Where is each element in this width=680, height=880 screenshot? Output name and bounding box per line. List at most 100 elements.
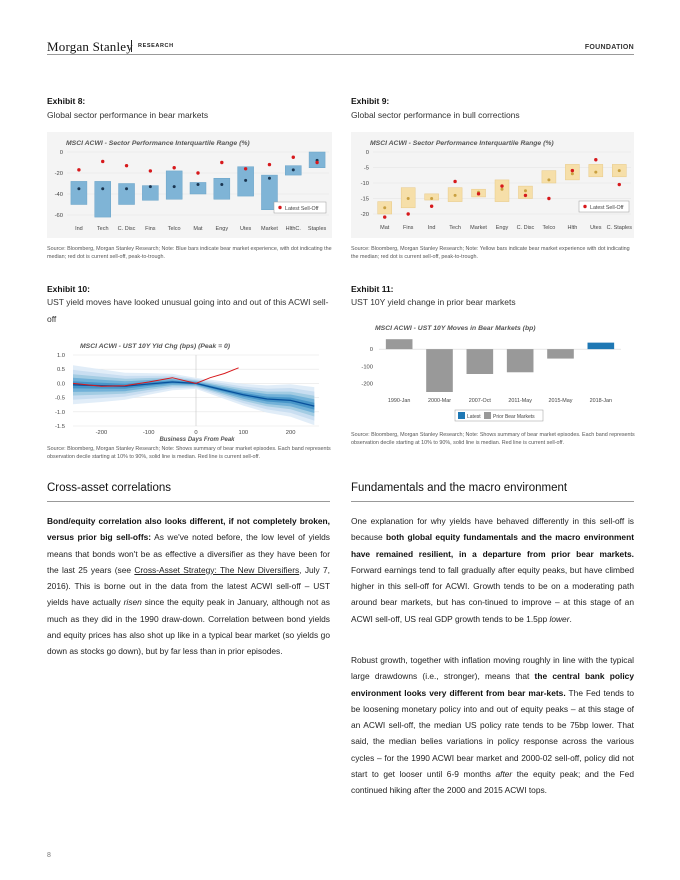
x-tick-label: C. Disc bbox=[517, 225, 535, 231]
current-dot bbox=[547, 196, 551, 201]
x-tick-label: Telco bbox=[542, 225, 555, 231]
y-tick-label: -10 bbox=[361, 181, 369, 187]
fundamentals-paragraph-2: Robust growth, together with inflation m… bbox=[351, 655, 634, 796]
current-dot bbox=[101, 159, 105, 164]
range-bar-tech bbox=[94, 181, 111, 218]
legend-latest-label: Latest bbox=[467, 414, 481, 420]
current-dot bbox=[315, 160, 319, 165]
range-bar-telco bbox=[541, 170, 557, 184]
decile-bands bbox=[73, 365, 315, 426]
y-tick-label: -1.0 bbox=[55, 410, 65, 416]
section-heading-fundamentals: Fundamentals and the macro environment bbox=[351, 482, 568, 494]
header-rule bbox=[47, 54, 634, 55]
exhibit-9-chart: MSCI ACWI - Sector Performance Interquar… bbox=[351, 132, 634, 238]
x-tick-label: Utes bbox=[590, 225, 602, 231]
x-tick-label: -200 bbox=[96, 430, 108, 436]
x-tick-label: Engy bbox=[216, 226, 229, 232]
page-number: 8 bbox=[47, 852, 51, 859]
x-tick-label: C. Staples bbox=[607, 225, 633, 231]
bar-2011-May bbox=[506, 349, 534, 373]
x-tick-label: Mat bbox=[193, 226, 203, 232]
x-tick-label: C. Disc bbox=[118, 226, 136, 232]
central-bank-bold: the central bank policy environment look… bbox=[351, 671, 634, 698]
median-dot bbox=[196, 183, 200, 187]
link-new-diversifiers[interactable]: Cross-Asset Strategy: The New Diversifie… bbox=[134, 564, 300, 575]
x-tick-label: Hlth bbox=[567, 225, 577, 231]
current-dot bbox=[196, 171, 200, 175]
x-tick-label: Engy bbox=[496, 225, 509, 231]
x-tick-label: Market bbox=[261, 226, 278, 232]
bar-2000-Mar bbox=[426, 349, 453, 392]
current-dot bbox=[617, 182, 621, 187]
exhibit-10-label: Exhibit 10: bbox=[47, 284, 90, 294]
current-dot bbox=[383, 215, 387, 219]
exhibit-10-source: Source: Bloomberg, Morgan Stanley Resear… bbox=[47, 446, 331, 460]
median-dot bbox=[220, 183, 224, 187]
y-tick-label: -100 bbox=[361, 364, 373, 370]
chart-background bbox=[351, 132, 634, 238]
y-tick-label: -20 bbox=[55, 171, 63, 177]
y-tick-label: 0 bbox=[370, 347, 373, 353]
exhibit-11-subtitle: UST 10Y yield change in prior bear marke… bbox=[351, 297, 516, 307]
y-tick-label: -15 bbox=[361, 197, 369, 203]
x-tick-label: HlthC. bbox=[286, 226, 302, 232]
bar-2007-Oct bbox=[466, 349, 494, 374]
legend-prior-swatch bbox=[484, 412, 491, 419]
y-tick-label: 0.0 bbox=[57, 381, 65, 387]
range-bar-engy bbox=[213, 178, 231, 200]
y-tick-label: 0 bbox=[60, 150, 63, 156]
x-tick-label: Market bbox=[470, 225, 487, 231]
legend-label: Latest Sell-Off bbox=[285, 206, 319, 212]
fundamentals-bold: both global equity fundamentals and the … bbox=[351, 532, 634, 559]
y-tick-label: -60 bbox=[55, 213, 63, 219]
bar-2015-May bbox=[547, 349, 574, 359]
fundamentals-paragraph-1: One explanation for why yields have beha… bbox=[351, 516, 634, 624]
range-bar-cdisc bbox=[518, 185, 533, 199]
median-dot bbox=[523, 189, 527, 193]
section-rule bbox=[47, 501, 330, 502]
median-dot bbox=[125, 187, 129, 191]
current-dot bbox=[429, 204, 434, 208]
median-dot bbox=[617, 169, 621, 173]
range-bar-market bbox=[261, 174, 278, 210]
x-tick-label: Ind bbox=[428, 225, 436, 231]
bar-1990-Jan bbox=[385, 339, 413, 350]
median-dot bbox=[547, 178, 551, 182]
x-tick-label: Utes bbox=[240, 226, 252, 232]
current-dot bbox=[172, 166, 176, 170]
current-dot bbox=[523, 193, 528, 198]
exhibit-11-chart: MSCI ACWI - UST 10Y Moves in Bear Market… bbox=[361, 325, 621, 422]
current-dot bbox=[291, 155, 295, 159]
x-tick-label: Fins bbox=[145, 226, 156, 232]
cross-asset-paragraph: Bond/equity correlation also looks diffe… bbox=[47, 516, 331, 657]
decile-band bbox=[73, 380, 315, 410]
exhibit-10-chart: MSCI ACWI - UST 10Y Yld Chg (bps) (Peak … bbox=[55, 343, 319, 443]
y-tick-label: -5 bbox=[364, 166, 369, 172]
y-tick-label: -1.5 bbox=[55, 424, 65, 430]
median-dot bbox=[383, 206, 387, 210]
median-dot bbox=[291, 168, 295, 172]
exhibit-8-subtitle: Global sector performance in bear market… bbox=[47, 110, 209, 120]
exhibit-9-subtitle: Global sector performance in bull correc… bbox=[351, 110, 520, 120]
legend-latest-swatch bbox=[458, 412, 465, 419]
legend-prior-label: Prior Bear Markets bbox=[493, 414, 535, 420]
legend-current-marker bbox=[583, 204, 587, 209]
median-dot bbox=[430, 197, 434, 200]
x-tick-label: Telco bbox=[168, 226, 181, 232]
y-tick-label: -0.5 bbox=[55, 396, 65, 402]
current-dot bbox=[594, 158, 598, 162]
x-tick-label: -100 bbox=[143, 430, 155, 436]
chart-title: MSCI ACWI - UST 10Y Moves in Bear Market… bbox=[375, 325, 536, 332]
section-label: FOUNDATION bbox=[584, 44, 634, 51]
range-bar-mat bbox=[189, 182, 207, 195]
range-bar-engy bbox=[494, 179, 510, 202]
median-dot bbox=[267, 176, 271, 180]
y-tick-label: 0 bbox=[366, 150, 369, 156]
chart-title: MSCI ACWI - Sector Performance Interquar… bbox=[370, 140, 554, 147]
median-dot bbox=[500, 187, 504, 191]
x-axis-label: Business Days From Peak bbox=[159, 437, 235, 443]
x-tick-label: 2007-Oct bbox=[469, 398, 492, 404]
current-selloff-line bbox=[72, 367, 239, 387]
current-dot bbox=[220, 160, 224, 165]
x-tick-label: 0 bbox=[194, 430, 197, 436]
